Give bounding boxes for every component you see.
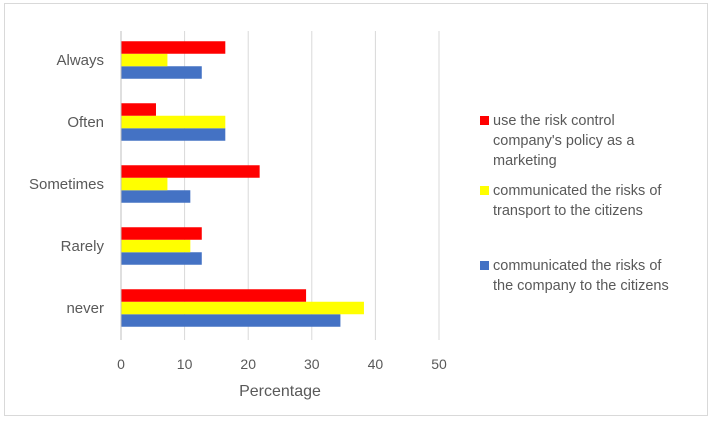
bar	[121, 177, 168, 191]
bar	[121, 190, 191, 203]
legend-swatch	[480, 116, 489, 125]
axes: 0 10 20 30 40 50 never Rarely Sometimes Often Alwa…	[29, 31, 447, 372]
bar	[121, 165, 260, 178]
bar	[121, 289, 307, 302]
bars	[121, 41, 364, 327]
legend-label: communicated the risks of	[493, 183, 662, 199]
bar	[121, 128, 226, 141]
category-label: never	[66, 300, 104, 317]
x-tick-label: 30	[304, 356, 320, 372]
legend-label: the company to the citizens	[493, 278, 669, 294]
bar	[121, 41, 226, 54]
category-label: Sometimes	[29, 176, 104, 193]
bar	[121, 239, 191, 253]
bar	[121, 66, 202, 79]
bar	[121, 252, 202, 265]
bar	[121, 53, 168, 67]
category-label: Rarely	[61, 238, 105, 255]
legend-label: transport to the citizens	[493, 203, 643, 219]
legend-swatch	[480, 261, 489, 270]
bar	[121, 227, 202, 240]
bar	[121, 103, 156, 116]
x-tick-label: 10	[177, 356, 193, 372]
x-tick-label: 50	[431, 356, 447, 372]
legend-label: use the risk control	[493, 113, 615, 129]
legend-label: marketing	[493, 153, 557, 169]
bar	[121, 115, 226, 129]
category-label: Often	[67, 114, 104, 131]
bar	[121, 301, 364, 315]
legend: use the risk control company's policy as …	[480, 113, 669, 294]
category-label: Always	[56, 52, 104, 69]
x-axis-title: Percentage	[239, 383, 321, 400]
x-tick-label: 20	[240, 356, 256, 372]
x-tick-label: 40	[368, 356, 384, 372]
legend-label: company's policy as a	[493, 133, 635, 149]
bar	[121, 314, 341, 327]
legend-swatch	[480, 186, 489, 195]
legend-label: communicated the risks of	[493, 258, 662, 274]
x-tick-label: 0	[117, 356, 125, 372]
